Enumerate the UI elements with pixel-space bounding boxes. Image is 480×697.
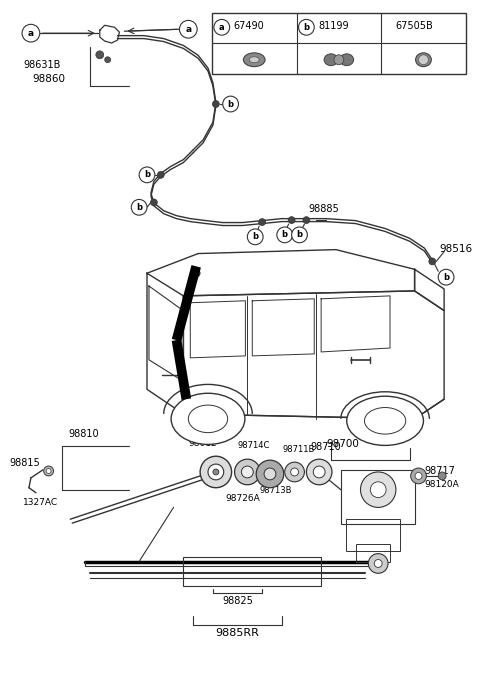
Bar — [356, 544, 390, 562]
Text: 98810: 98810 — [68, 429, 99, 438]
Ellipse shape — [364, 408, 406, 434]
Circle shape — [313, 466, 325, 478]
Circle shape — [213, 469, 219, 475]
Text: 98711B: 98711B — [283, 445, 315, 454]
Text: b: b — [303, 23, 310, 32]
Circle shape — [256, 460, 284, 488]
Text: 98815: 98815 — [9, 458, 40, 468]
Circle shape — [192, 269, 200, 277]
Circle shape — [96, 51, 104, 59]
Circle shape — [303, 217, 310, 224]
Text: b: b — [297, 231, 302, 239]
Circle shape — [200, 457, 232, 488]
Bar — [346, 519, 400, 551]
Ellipse shape — [171, 393, 245, 445]
Text: 98825: 98825 — [222, 596, 253, 606]
Circle shape — [360, 472, 396, 507]
Circle shape — [264, 468, 276, 480]
Circle shape — [415, 473, 422, 480]
Circle shape — [438, 269, 454, 285]
Text: 98120A: 98120A — [424, 480, 459, 489]
Ellipse shape — [188, 405, 228, 433]
Circle shape — [235, 459, 260, 484]
Circle shape — [292, 227, 307, 243]
Circle shape — [306, 459, 332, 484]
Text: b: b — [228, 100, 234, 109]
Circle shape — [157, 171, 164, 178]
Circle shape — [368, 553, 388, 574]
Bar — [341, 470, 415, 524]
Circle shape — [374, 560, 382, 567]
Text: 98516: 98516 — [439, 244, 472, 254]
Text: 67490: 67490 — [234, 22, 264, 31]
Text: b: b — [282, 231, 288, 239]
Circle shape — [411, 468, 426, 484]
Text: 98631B: 98631B — [23, 60, 60, 70]
Circle shape — [44, 466, 54, 476]
Circle shape — [22, 24, 40, 42]
Ellipse shape — [243, 53, 265, 67]
Text: 98714C: 98714C — [238, 441, 270, 450]
Text: 67505B: 67505B — [395, 22, 432, 31]
Text: 81199: 81199 — [318, 22, 349, 31]
Text: 98713B: 98713B — [259, 486, 292, 495]
Circle shape — [277, 227, 293, 243]
Circle shape — [214, 20, 229, 35]
Text: b: b — [144, 170, 150, 179]
Circle shape — [419, 55, 428, 65]
Text: b: b — [443, 273, 449, 282]
Text: 1327AC: 1327AC — [23, 498, 58, 507]
Circle shape — [371, 482, 386, 498]
Circle shape — [299, 20, 314, 35]
Ellipse shape — [347, 396, 423, 445]
Text: 98885: 98885 — [308, 204, 339, 214]
Text: b: b — [252, 232, 258, 241]
Text: 98726A: 98726A — [226, 493, 261, 503]
Circle shape — [291, 468, 299, 476]
Circle shape — [208, 464, 224, 480]
Text: b: b — [136, 203, 142, 212]
Circle shape — [213, 100, 219, 107]
Bar — [212, 13, 466, 75]
Text: a: a — [219, 23, 225, 32]
Text: 98012: 98012 — [188, 439, 217, 448]
Text: a: a — [185, 24, 192, 33]
Circle shape — [46, 468, 51, 473]
Text: 9885RR: 9885RR — [216, 629, 260, 638]
Circle shape — [223, 96, 239, 112]
Text: 98710: 98710 — [310, 443, 341, 452]
Circle shape — [288, 217, 295, 224]
Ellipse shape — [249, 56, 259, 63]
Circle shape — [334, 55, 344, 65]
Circle shape — [150, 199, 157, 206]
Circle shape — [131, 199, 147, 215]
Text: 98700: 98700 — [326, 438, 359, 449]
Circle shape — [105, 56, 110, 63]
Bar — [183, 557, 321, 586]
Ellipse shape — [416, 53, 432, 67]
Text: a: a — [28, 29, 34, 38]
Circle shape — [285, 462, 304, 482]
Circle shape — [180, 20, 197, 38]
Circle shape — [259, 219, 265, 226]
Text: 98860: 98860 — [33, 75, 66, 84]
Circle shape — [247, 229, 263, 245]
Circle shape — [438, 472, 446, 480]
Circle shape — [139, 167, 155, 183]
Ellipse shape — [340, 54, 354, 66]
Text: 98717: 98717 — [424, 466, 456, 476]
Circle shape — [241, 466, 253, 478]
Ellipse shape — [324, 54, 338, 66]
Circle shape — [429, 258, 436, 265]
